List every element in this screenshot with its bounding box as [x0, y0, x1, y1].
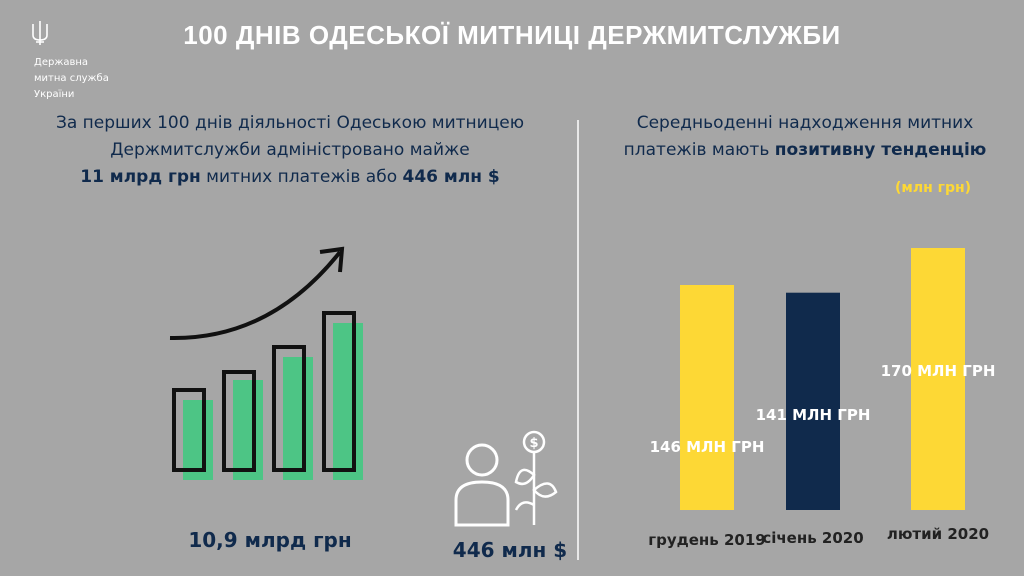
org-line: митна служба — [34, 73, 109, 84]
total-usd: 446 млн $ — [452, 538, 568, 562]
left-line-2: Держмитслужби адміністровано майже — [110, 140, 470, 160]
trident-icon — [32, 21, 48, 45]
right-line-2-prefix: платежів мають — [623, 140, 775, 160]
category-label: січень 2020 — [762, 529, 863, 547]
org-line: Державна — [34, 57, 89, 68]
bar-2 — [786, 292, 840, 510]
right-description: Середньоденні надходження митних платежі… — [600, 110, 1010, 164]
left-line-1: За перших 100 днів діяльності Одеською м… — [55, 113, 525, 133]
org-line: України — [34, 89, 75, 100]
unit-label: (млн грн) — [895, 180, 972, 196]
right-line-1: Середньоденні надходження митних — [636, 113, 974, 133]
bar-value-label: 141 МЛН ГРН — [756, 406, 871, 424]
total-uah: 10,9 млрд грн — [188, 528, 352, 552]
highlight-usd: 446 млн $ — [402, 167, 500, 187]
org-name: Державна митна служба України — [34, 55, 144, 103]
left-description: За перших 100 днів діяльності Одеською м… — [30, 110, 550, 191]
payments-bar-chart: 146 МЛН ГРН грудень 2019 141 МЛН ГРН січень… — [648, 248, 996, 549]
bar-value-label: 146 МЛН ГРН — [650, 438, 765, 456]
highlight-uah: 11 млрд грн — [80, 167, 201, 187]
bar-value-label: 170 МЛН ГРН — [881, 362, 996, 380]
bar-1 — [680, 284, 734, 510]
right-line-2: платежів мають позитивну тенденцію — [600, 137, 1010, 164]
page-title: 100 ДНІВ ОДЕСЬКОЇ МИТНИЦІ ДЕРЖМИТСЛУЖБИ — [183, 20, 841, 50]
growth-bars-icon — [169, 246, 363, 480]
category-label: грудень 2019 — [648, 531, 765, 549]
trend-highlight: позитивну тенденцію — [774, 140, 987, 160]
left-mid-text: митних платежів або — [200, 167, 403, 187]
svg-text:$: $ — [529, 436, 538, 451]
left-line-3: 11 млрд грн митних платежів або 446 млн … — [30, 164, 550, 191]
person-money-plant-icon: $ — [454, 430, 558, 527]
divider — [577, 120, 579, 560]
category-label: лютий 2020 — [887, 525, 989, 543]
bar-3 — [911, 248, 965, 510]
